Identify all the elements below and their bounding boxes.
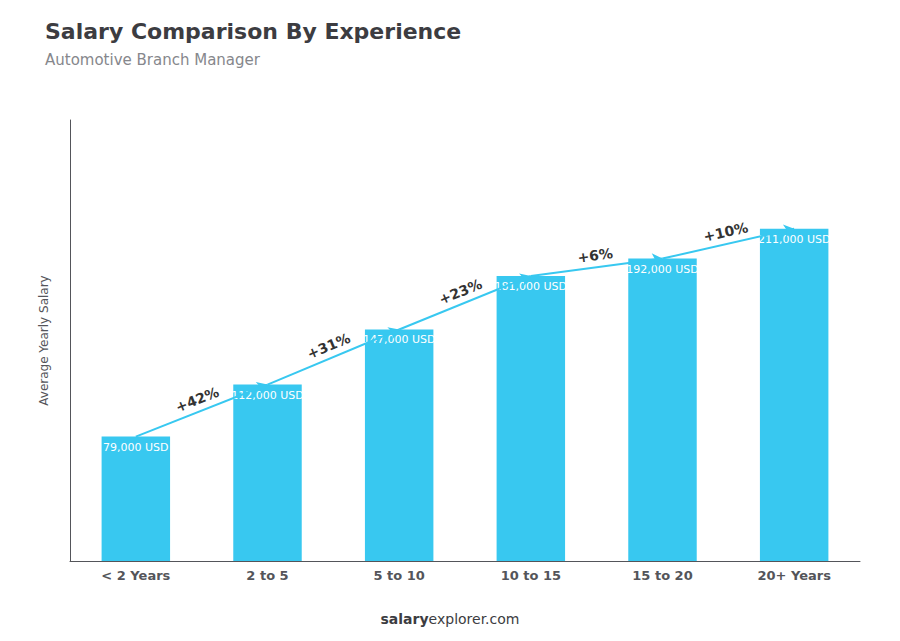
svg-text:salary: salary bbox=[381, 611, 429, 627]
svg-text:Salary Comparison By Experienc: Salary Comparison By Experience bbox=[45, 19, 461, 44]
svg-text:Average Yearly Salary: Average Yearly Salary bbox=[37, 275, 51, 405]
svg-text:Automotive Branch Manager: Automotive Branch Manager bbox=[45, 51, 261, 69]
svg-text:explorer.com: explorer.com bbox=[429, 611, 520, 627]
svg-text:10 to 15: 10 to 15 bbox=[501, 568, 561, 583]
svg-text:20+ Years: 20+ Years bbox=[757, 568, 831, 583]
svg-text:15 to 20: 15 to 20 bbox=[632, 568, 692, 583]
svg-text:181,000 USD: 181,000 USD bbox=[494, 279, 568, 293]
svg-text:192,000 USD: 192,000 USD bbox=[626, 263, 699, 276]
svg-text:+42%: +42% bbox=[173, 384, 221, 415]
svg-text:< 2 Years: < 2 Years bbox=[101, 568, 170, 583]
svg-text:+31%: +31% bbox=[305, 330, 353, 362]
svg-text:+6%: +6% bbox=[576, 245, 613, 265]
svg-text:112,000 USD: 112,000 USD bbox=[231, 388, 304, 402]
svg-text:+23%: +23% bbox=[437, 276, 485, 308]
svg-text:5 to 10: 5 to 10 bbox=[373, 568, 424, 583]
svg-text:+10%: +10% bbox=[702, 219, 750, 245]
svg-text:2 to 5: 2 to 5 bbox=[246, 568, 288, 583]
svg-text:147,000 USD: 147,000 USD bbox=[362, 333, 436, 347]
svg-text:79,000 USD: 79,000 USD bbox=[103, 441, 169, 454]
svg-text:211,000 USD: 211,000 USD bbox=[757, 232, 831, 246]
